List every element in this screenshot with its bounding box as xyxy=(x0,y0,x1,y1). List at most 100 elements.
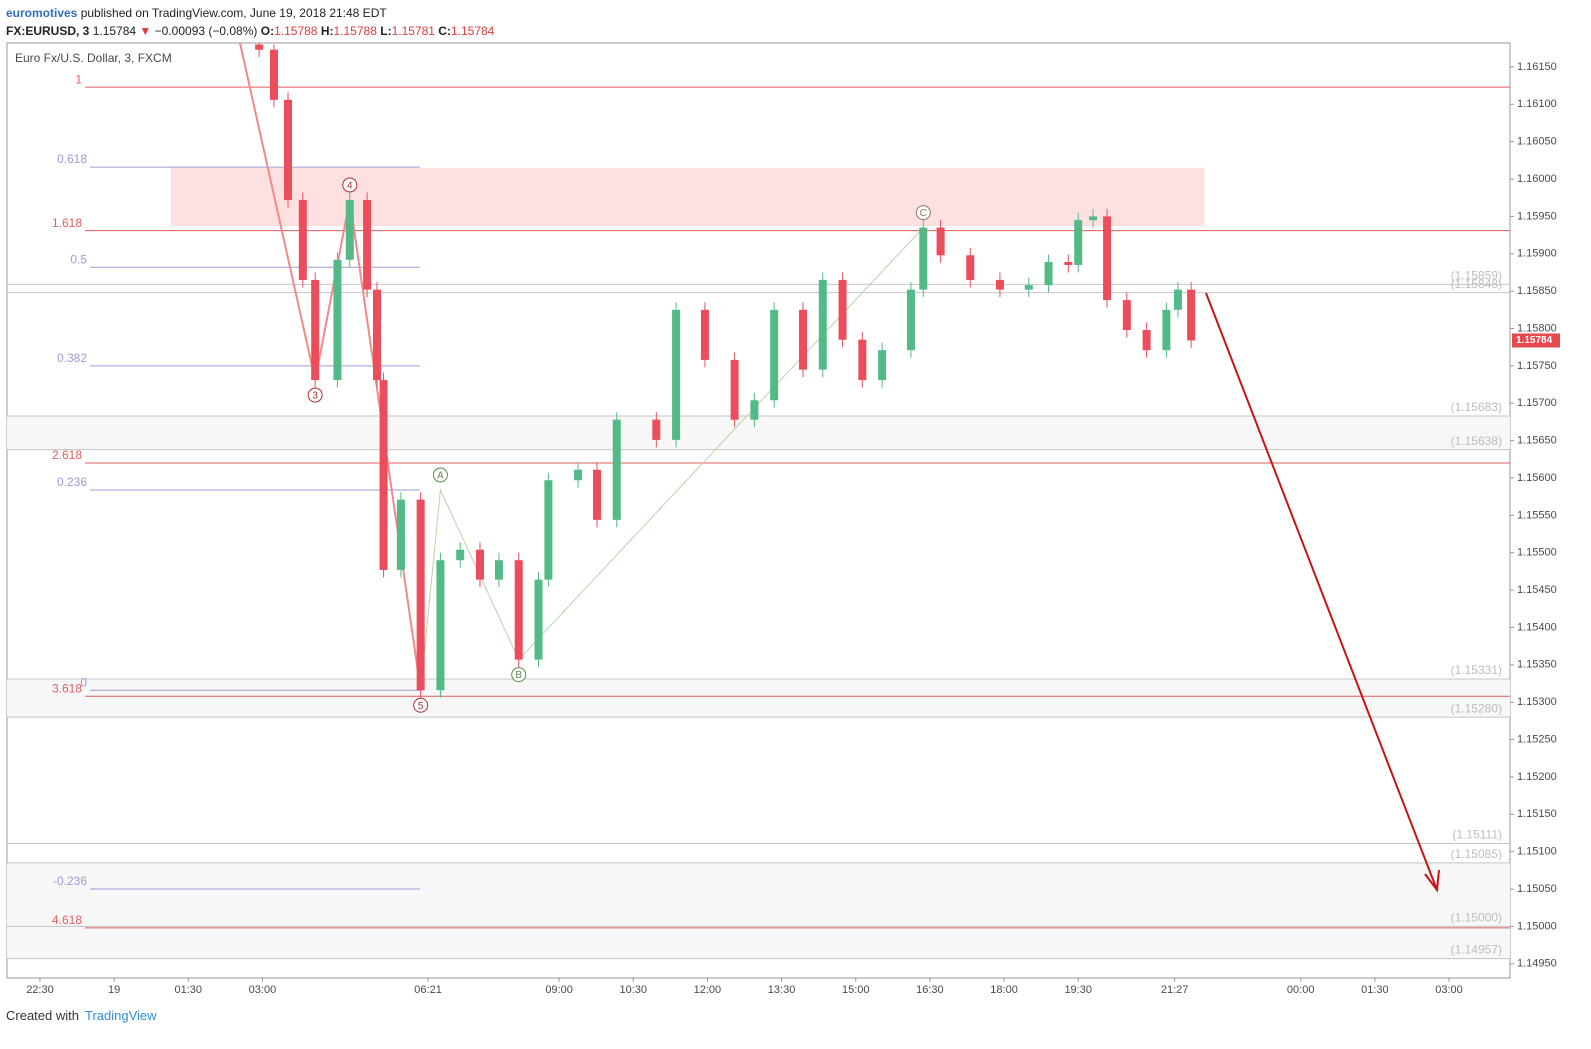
y-tick-label: 1.15100 xyxy=(1517,846,1557,858)
ohlc-value: 1.15784 xyxy=(450,24,495,38)
x-tick-label: 06:21 xyxy=(414,984,442,996)
y-tick-label: 1.15750 xyxy=(1517,360,1557,372)
level-label: (1.15683) xyxy=(1451,400,1502,414)
y-tick-label: 1.15900 xyxy=(1517,248,1557,260)
x-tick-label: 13:30 xyxy=(768,984,796,996)
x-tick-label: 03:00 xyxy=(1435,984,1463,996)
candle-body xyxy=(269,49,278,100)
candle-body xyxy=(1187,289,1196,341)
correction-path xyxy=(420,227,924,691)
level-band xyxy=(7,679,1510,718)
candle-body xyxy=(283,99,292,200)
wave-label: A xyxy=(437,471,444,482)
price-tag-label: 1.15784 xyxy=(1516,335,1553,346)
fib-label: 1.618 xyxy=(52,216,82,230)
y-tick-label: 1.15700 xyxy=(1517,397,1557,409)
candle-body xyxy=(878,350,887,381)
fib-label: 0.5 xyxy=(70,252,87,266)
y-tick-label: 1.15150 xyxy=(1517,808,1557,820)
fib-label: 0.382 xyxy=(57,351,87,365)
x-tick-label: 00:00 xyxy=(1287,984,1315,996)
y-tick-label: 1.15800 xyxy=(1517,322,1557,334)
y-tick-label: 1.15450 xyxy=(1517,584,1557,596)
y-tick-label: 1.15600 xyxy=(1517,472,1557,484)
candle-body xyxy=(514,560,523,660)
down-arrow: ▼ xyxy=(139,24,152,38)
candle-body xyxy=(1024,285,1033,290)
level-label: (1.15280) xyxy=(1451,701,1502,715)
wave-label: C xyxy=(920,208,927,219)
x-tick-label: 15:00 xyxy=(842,984,870,996)
y-tick-label: 1.15350 xyxy=(1517,659,1557,671)
x-tick-label: 03:00 xyxy=(249,984,277,996)
ohlc-value: 1.15788 xyxy=(274,24,318,38)
x-tick-label: 01:30 xyxy=(1361,984,1389,996)
y-tick-label: 1.15850 xyxy=(1517,285,1557,297)
candle-body xyxy=(1162,309,1171,351)
level-label: (1.15638) xyxy=(1451,434,1502,448)
wave-line xyxy=(239,42,317,381)
candle-body xyxy=(919,227,928,290)
y-tick-label: 1.16000 xyxy=(1517,173,1557,185)
candle-body xyxy=(298,199,307,280)
wave-label: 4 xyxy=(347,181,353,192)
candle-body xyxy=(612,419,621,520)
fib-label: 1 xyxy=(75,72,82,86)
candle-body xyxy=(936,227,945,256)
projection-arrow xyxy=(1205,292,1438,891)
wave-label: B xyxy=(515,670,522,681)
brand[interactable]: TradingView xyxy=(84,1008,157,1023)
x-tick-label: 09:00 xyxy=(545,984,573,996)
header-line: FX:EURUSD, 3 1.15784 ▼ −0.00093 (−0.08%)… xyxy=(6,22,494,40)
y-tick-label: 1.15500 xyxy=(1517,547,1557,559)
y-tick-label: 1.16150 xyxy=(1517,61,1557,73)
candle-body xyxy=(906,289,915,351)
created: Created with xyxy=(6,1008,79,1023)
x-tick-label: 18:00 xyxy=(990,984,1018,996)
candle-body xyxy=(396,499,405,570)
x-tick-label: 22:30 xyxy=(26,984,54,996)
candle-body xyxy=(995,279,1004,290)
candle-body xyxy=(1044,261,1053,286)
y-tick-label: 1.16100 xyxy=(1517,98,1557,110)
y-tick-label: 1.15550 xyxy=(1517,509,1557,521)
fib-label: -0.236 xyxy=(53,874,87,888)
candle-body xyxy=(574,469,583,481)
level-label: (1.15859) xyxy=(1451,269,1502,283)
candle-body xyxy=(1089,216,1098,221)
zone xyxy=(170,167,1205,227)
wave-circle xyxy=(511,667,527,683)
ohlc-value: 1.15781 xyxy=(391,24,435,38)
header-line: euromotives published on TradingView.com… xyxy=(6,4,494,22)
candle-body xyxy=(838,279,847,340)
change: −0.00093 (−0.08%) xyxy=(154,24,258,38)
arrow-head xyxy=(1424,869,1440,893)
wave-circle xyxy=(915,205,931,221)
candle-body xyxy=(1074,220,1083,265)
level-label: (1.15331) xyxy=(1451,663,1502,677)
header: euromotives published on TradingView.com… xyxy=(6,4,494,40)
candle-body xyxy=(1122,300,1131,331)
fib-label: 0.236 xyxy=(57,475,87,489)
y-tick-label: 1.15050 xyxy=(1517,883,1557,895)
ohlc-key: O: xyxy=(260,24,275,38)
x-tick-label: 16:30 xyxy=(916,984,944,996)
last: 1.15784 xyxy=(92,24,137,38)
wave-circle xyxy=(413,697,429,713)
candle-body xyxy=(475,549,484,580)
candle-body xyxy=(436,560,445,691)
candle-body xyxy=(494,560,503,580)
fib-label: 0.618 xyxy=(57,152,87,166)
candle-body xyxy=(858,339,867,381)
author[interactable]: euromotives xyxy=(6,6,78,20)
level-label: (1.15848) xyxy=(1451,277,1502,291)
candle-body xyxy=(311,279,320,381)
chart: Euro Fx/U.S. Dollar, 3, FXCM (1.15859)(1… xyxy=(6,42,1560,996)
level-band xyxy=(7,415,1510,450)
ohlc-key: C: xyxy=(438,24,451,38)
level-label: (1.15000) xyxy=(1451,911,1502,925)
candle-body xyxy=(379,380,388,570)
level-label: (1.15085) xyxy=(1451,847,1502,861)
candle-body xyxy=(770,309,779,401)
